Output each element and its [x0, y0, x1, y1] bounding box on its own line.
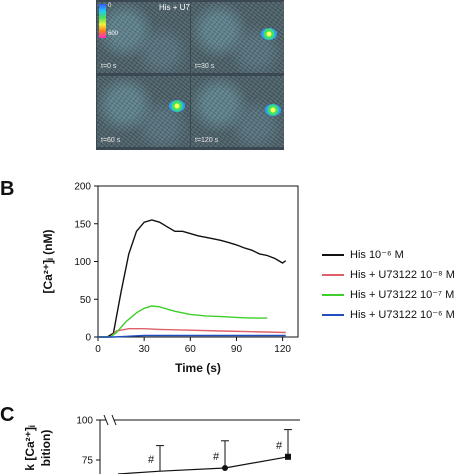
series-line-1	[98, 219, 287, 338]
y-tick-label-3: 150	[74, 219, 91, 230]
legend-swatch-4	[322, 313, 344, 316]
tile-time-label: t=0 s	[101, 63, 117, 70]
legend-label-3: His + U73122 10⁻⁷ M	[350, 289, 455, 301]
y-axis-label: [Ca²⁺]ᵢ (nM)	[41, 229, 55, 293]
y-tick-label-0: 0	[85, 333, 91, 344]
legend-item-4: His + U73122 10⁻⁶ M	[322, 308, 455, 321]
legend-item-3: His + U73122 10⁻⁷ M	[322, 288, 454, 301]
image-tile-2: t=30 s	[191, 2, 284, 73]
colorbar-bottom-label: 600	[108, 31, 119, 37]
y-tick-label-4: 200	[74, 182, 91, 193]
panel-c-letter: C	[0, 404, 15, 426]
image-tile-3: t=60 s	[97, 76, 190, 147]
tile-time-label: t=120 s	[195, 137, 219, 144]
legend-label-2: His + U73122 10⁻⁸ M	[350, 269, 455, 281]
legend-item-1: His 10⁻⁶ M	[322, 248, 404, 261]
colorbar-top-label: 0	[108, 3, 112, 9]
image-tile-4: t=120 s	[191, 76, 284, 147]
microscopy-montage: 0 600 His + U73122 10⁻⁶ M t=0 s t=30 s t…	[96, 0, 284, 150]
c-y-tick-label-0: 75	[82, 456, 94, 467]
c-point-3	[285, 453, 291, 460]
legend-swatch-2	[322, 273, 344, 276]
x-tick-label-3: 90	[231, 344, 243, 355]
tile-time-label: t=30 s	[195, 63, 215, 70]
axis-break-1	[103, 414, 109, 426]
c-annotation-3: #	[276, 440, 283, 452]
c-y-axis-label-2: bition)	[39, 430, 53, 467]
x-tick-label-2: 60	[185, 344, 197, 355]
x-tick-label-1: 30	[139, 344, 151, 355]
c-y-tick-label-1: 100	[76, 416, 93, 427]
legend-label-1: His 10⁻⁶ M	[350, 249, 404, 261]
c-point-2	[222, 465, 228, 471]
legend-label-4: His + U73122 10⁻⁶ M	[350, 309, 455, 321]
image-tile-1: 0 600 His + U73122 10⁻⁶ M t=0 s	[97, 2, 190, 73]
colorbar	[99, 4, 106, 38]
c-annotation-2: #	[213, 451, 220, 463]
x-tick-label-4: 120	[274, 344, 291, 355]
y-tick-label-1: 50	[80, 295, 92, 306]
series-line-3	[98, 305, 268, 338]
x-axis-label: Time (s)	[175, 361, 221, 375]
y-tick-label-2: 100	[74, 257, 91, 268]
legend-item-2: His + U73122 10⁻⁸ M	[322, 268, 455, 281]
montage-title: His + U73122 10⁻⁶ M	[159, 3, 190, 12]
panel-b-letter: B	[0, 178, 15, 200]
x-tick-label-0: 0	[95, 344, 101, 355]
legend-swatch-3	[322, 293, 344, 296]
c-y-axis-label-1: k [Ca²⁺]ᵢ	[23, 425, 37, 471]
legend-swatch-1	[322, 253, 344, 256]
c-annotation-1: #	[148, 454, 155, 466]
axis-break-2	[111, 414, 117, 426]
series-line-4	[98, 334, 286, 338]
tile-time-label: t=60 s	[101, 137, 121, 144]
